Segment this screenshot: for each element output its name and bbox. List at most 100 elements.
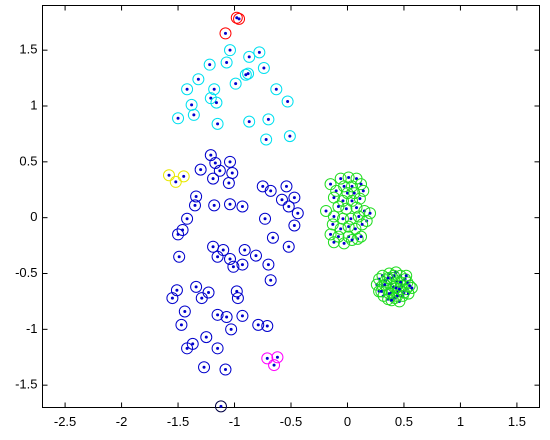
point-ring [393,283,406,296]
point-ring [264,184,277,197]
point-ring [230,11,243,24]
point-dot [219,404,223,408]
point-ring [344,212,357,225]
point-ring [175,318,188,331]
point-dot [361,189,365,193]
point-dot [287,245,291,249]
point-dot [228,202,232,206]
point-dot [263,217,267,221]
point-ring [176,223,189,236]
point-dot [353,227,357,231]
point-ring [260,133,273,146]
point-dot [359,182,363,186]
point-dot [344,207,348,211]
point-ring [188,199,201,212]
point-dot [216,255,220,259]
point-dot [193,203,197,207]
point-dot [332,196,336,200]
point-ring [356,218,369,231]
point-dot [247,55,251,59]
point-dot [271,236,275,240]
point-dot [347,175,351,179]
point-ring [238,244,251,257]
point-ring [334,172,347,185]
point-ring [364,207,377,220]
point-dot [257,50,261,54]
point-dot [368,211,372,215]
point-dot [175,288,179,292]
point-ring [173,250,186,263]
point-dot [269,278,273,282]
point-ring [400,269,413,282]
point-dot [225,315,229,319]
point-dot [176,232,180,236]
point-dot [265,324,269,328]
point-dot [296,211,300,215]
point-ring [181,83,194,96]
point-ring [177,170,190,183]
x-tick-label: 1 [457,414,464,429]
point-dot [235,16,239,20]
point-dot [350,199,354,203]
point-dot [230,171,234,175]
point-dot [345,191,349,195]
point-dot [292,223,296,227]
point-dot [167,173,171,177]
x-tick-label: 0 [344,414,351,429]
x-tick-label: 0.5 [395,414,413,429]
point-dot [213,161,217,165]
point-dot [331,222,335,226]
point-dot [247,120,251,124]
point-dot [177,255,181,259]
point-ring [342,230,355,243]
point-dot [216,122,220,126]
point-ring [190,190,203,203]
point-ring [224,155,237,168]
point-dot [170,296,174,300]
point-dot [204,335,208,339]
point-dot [182,174,186,178]
point-dot [359,235,363,239]
point-ring [203,58,216,71]
point-dot [202,365,206,369]
point-dot [292,196,296,200]
y-tick-label: 0.5 [19,153,37,168]
point-ring [220,311,233,324]
point-ring [172,112,185,125]
point-ring [353,192,366,205]
point-ring [266,231,279,244]
point-dot [237,17,241,21]
point-ring [327,236,340,249]
point-dot [269,189,273,193]
point-ring [253,46,266,59]
point-dot [212,203,216,207]
point-dot [334,189,338,193]
point-dot [231,265,235,269]
point-ring [281,95,294,108]
point-ring [280,180,293,193]
point-dot [216,346,220,350]
point-ring [230,285,243,298]
point-ring [224,252,237,265]
point-dot [261,184,265,188]
point-dot [339,227,343,231]
point-ring [187,108,200,121]
point-dot [264,138,268,141]
point-dot [200,296,204,300]
point-ring [233,12,246,25]
point-dot [246,72,250,76]
point-ring [268,359,281,372]
point-ring [270,83,283,96]
point-dot [262,66,266,70]
point-ring [181,342,194,355]
point-ring [357,184,370,197]
point-ring [236,200,249,213]
point-ring [224,198,237,211]
point-dot [280,198,284,202]
y-tick-label: -0.5 [15,265,37,280]
x-tick-label: -2.5 [54,414,76,429]
point-ring [262,258,275,271]
point-dot [284,184,288,188]
